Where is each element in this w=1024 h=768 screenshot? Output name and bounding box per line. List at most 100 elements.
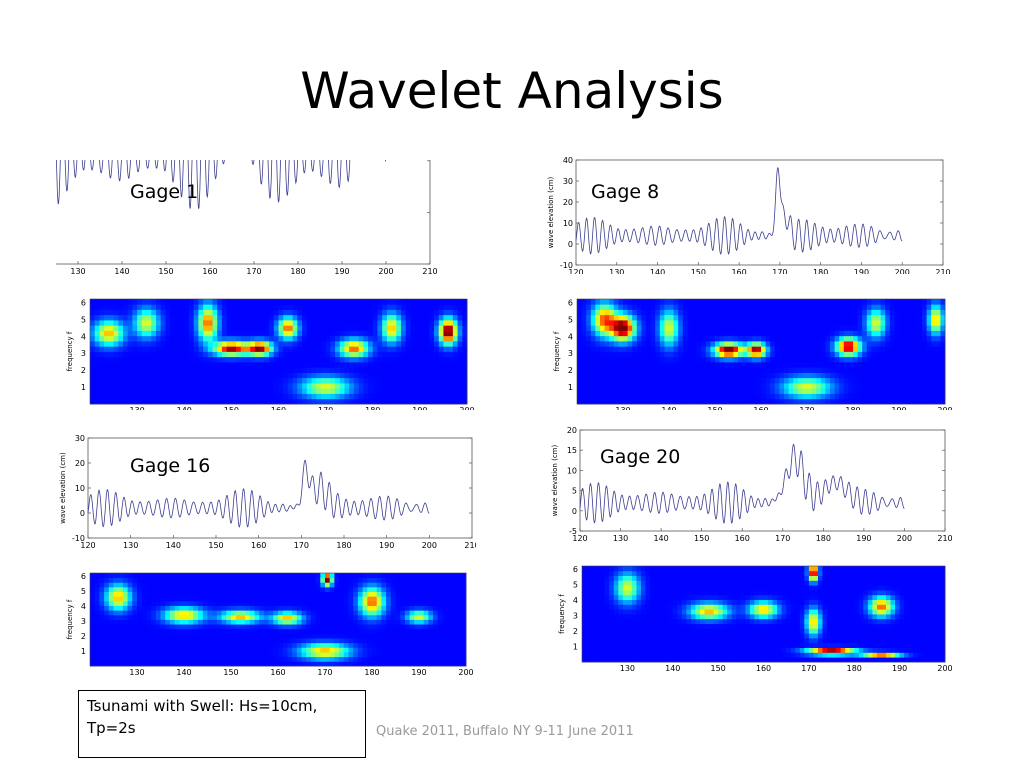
x-tick-label: 130 — [620, 664, 635, 673]
x-tick-label: 180 — [816, 534, 831, 543]
plot-area — [56, 160, 431, 265]
plot-area — [87, 437, 473, 539]
x-tick-label: 200 — [937, 664, 952, 673]
x-tick-label: 160 — [202, 267, 217, 276]
x-tick-label: 200 — [459, 406, 474, 410]
x-tick-label: 120 — [568, 268, 583, 274]
y-tick-label: 15 — [567, 446, 577, 455]
slide-title: Wavelet Analysis — [300, 62, 724, 120]
x-tick-label: 160 — [270, 668, 285, 677]
y-tick-label: 4 — [81, 332, 86, 341]
y-tick-label: 30 — [75, 434, 85, 443]
x-tick-label: 140 — [661, 406, 676, 410]
x-tick-label: 190 — [412, 406, 427, 410]
x-tick-label: 130 — [609, 268, 624, 274]
gage-8-wavelet-heatmap: 130 140 150 160 170 180 190 200 1 2 3 4 5 6 frequency … — [553, 298, 953, 410]
x-tick-label: 130 — [123, 541, 138, 550]
x-tick-label: 200 — [897, 534, 912, 543]
x-tick-label: 170 — [246, 267, 261, 276]
heatmap-cells — [582, 566, 946, 663]
y-tick-label: 5 — [568, 315, 573, 324]
x-tick-label: 170 — [799, 406, 814, 410]
x-tick-label: 180 — [365, 406, 380, 410]
plot-area — [575, 159, 944, 266]
gage-20-label: Gage 20 — [600, 446, 681, 468]
y-tick-label: 5 — [572, 487, 577, 496]
x-tick-label: 180 — [813, 268, 828, 274]
footer-text: Quake 2011, Buffalo NY 9-11 June 2011 — [376, 724, 634, 739]
x-tick-label: 130 — [129, 406, 144, 410]
y-tick-label: 2 — [81, 366, 86, 375]
heatmap-cells — [90, 573, 467, 667]
series-line — [87, 459, 430, 528]
x-tick-label: 180 — [336, 541, 351, 550]
y-tick-label: 3 — [568, 349, 573, 358]
plot-frame — [89, 572, 467, 667]
x-tick-label: 150 — [208, 541, 223, 550]
x-tick-label: 190 — [411, 668, 426, 677]
x-tick-label: 130 — [615, 406, 630, 410]
x-tick-label: 200 — [422, 541, 437, 550]
y-tick-label: 20 — [563, 198, 573, 207]
gage-20-timeseries-chart: 120 130 140 150 160 170 180 190 200 210 -5 0 5 10 15 20… — [551, 426, 953, 543]
gage-1-timeseries-chart: 120130140150160170180190200210-20-100102… — [56, 160, 438, 276]
x-tick-label: 160 — [271, 406, 286, 410]
x-tick-label: 140 — [177, 406, 192, 410]
y-tick-label: 6 — [81, 298, 86, 307]
x-tick-label: 160 — [731, 268, 746, 274]
x-tick-label: 210 — [935, 268, 950, 274]
y-tick-label: 3 — [81, 349, 86, 358]
y-tick-label: 40 — [563, 156, 573, 165]
x-tick-label: 210 — [937, 534, 952, 543]
y-tick-label: 30 — [563, 177, 573, 186]
plot-area — [579, 429, 946, 532]
caption-box: Tsunami with Swell: Hs=10cm, Tp=2s — [78, 690, 366, 758]
x-tick-label: 190 — [854, 268, 869, 274]
x-tick-label: 140 — [114, 267, 129, 276]
x-tick-label: 190 — [379, 541, 394, 550]
y-axis-label: frequency f — [66, 599, 74, 639]
y-tick-label: 1 — [81, 383, 86, 392]
x-tick-label: 120 — [572, 534, 587, 543]
x-tick-label: 210 — [464, 541, 476, 550]
y-tick-label: 2 — [81, 632, 86, 641]
x-tick-label: 140 — [166, 541, 181, 550]
x-tick-label: 170 — [318, 406, 333, 410]
x-tick-label: 190 — [892, 664, 907, 673]
y-axis-label: wave elevation (cm) — [59, 452, 67, 524]
x-tick-label: 160 — [753, 406, 768, 410]
x-tick-label: 160 — [756, 664, 771, 673]
x-tick-label: 130 — [129, 668, 144, 677]
heatmap-cells — [90, 299, 468, 405]
x-tick-label: 190 — [856, 534, 871, 543]
gage-20-wavelet-heatmap: 130 140 150 160 170 180 190 200 1 2 3 4 5 6 frequency … — [558, 565, 953, 673]
x-tick-label: 180 — [845, 406, 860, 410]
y-tick-label: 1 — [81, 647, 86, 656]
y-axis-label: frequency f — [66, 331, 74, 371]
x-tick-label: 200 — [378, 267, 393, 276]
y-tick-label: 4 — [573, 596, 578, 605]
y-tick-label: 0 — [80, 509, 85, 518]
x-tick-label: 160 — [251, 541, 266, 550]
y-axis-label: wave elevation (cm) — [551, 445, 559, 517]
x-tick-label: 160 — [735, 534, 750, 543]
x-tick-label: 150 — [224, 406, 239, 410]
heatmap-cells — [577, 299, 946, 405]
x-tick-label: 130 — [70, 267, 85, 276]
x-tick-label: 140 — [650, 268, 665, 274]
x-tick-label: 170 — [294, 541, 309, 550]
y-tick-label: 1 — [573, 643, 578, 652]
x-tick-label: 140 — [665, 664, 680, 673]
gage-1-wavelet-heatmap: 130 140 150 160 170 180 190 200 1 2 3 4 5 6 frequency … — [66, 298, 475, 410]
y-tick-label: 10 — [75, 484, 85, 493]
y-tick-label: 3 — [81, 617, 86, 626]
y-tick-label: 5 — [81, 587, 86, 596]
x-tick-label: 120 — [80, 541, 95, 550]
x-tick-label: 170 — [801, 664, 816, 673]
y-tick-label: 4 — [568, 332, 573, 341]
y-tick-label: 0 — [572, 507, 577, 516]
gage-8-label: Gage 8 — [591, 181, 660, 203]
y-axis-label: wave elevation (cm) — [547, 177, 555, 249]
x-tick-label: 180 — [847, 664, 862, 673]
y-tick-label: 6 — [81, 572, 86, 581]
